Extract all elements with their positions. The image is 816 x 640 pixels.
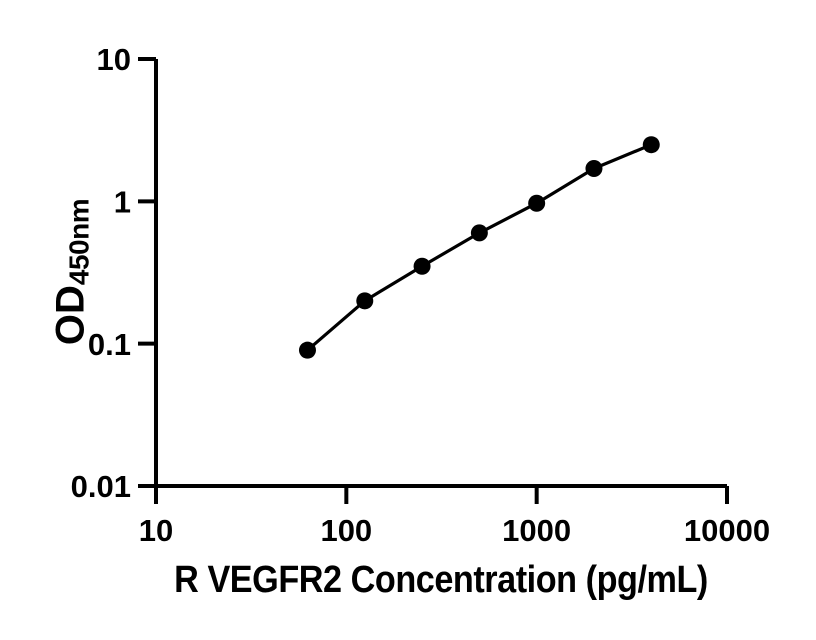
y-tick-label: 0.1: [88, 327, 131, 362]
data-point: [642, 136, 660, 154]
data-point: [298, 341, 316, 359]
curve-line: [305, 143, 653, 352]
data-point: [470, 224, 488, 242]
data-point: [585, 160, 603, 178]
data-point: [413, 257, 431, 275]
x-axis-title: R VEGFR2 Concentration (pg/mL): [174, 559, 708, 601]
y-tick-label: 1: [114, 184, 131, 219]
data-point: [356, 292, 374, 310]
x-axis: 10 100 1000 10000: [139, 486, 770, 548]
x-tick-label: 1000: [502, 513, 571, 548]
data-point: [528, 194, 546, 212]
y-tick-label: 10: [97, 42, 131, 77]
x-tick-label: 10000: [684, 513, 770, 548]
x-tick-label: 10: [139, 513, 173, 548]
data-series: [298, 136, 660, 359]
y-tick-label: 0.01: [71, 469, 131, 504]
y-axis: 10 1 0.1 0.01: [71, 42, 156, 504]
axis-frame: [154, 59, 727, 488]
y-axis-title-subscript: 450nm: [63, 198, 95, 286]
y-axis-title: OD450nm: [48, 198, 95, 346]
y-axis-title-main: OD: [48, 285, 93, 346]
x-tick-label: 100: [320, 513, 372, 548]
